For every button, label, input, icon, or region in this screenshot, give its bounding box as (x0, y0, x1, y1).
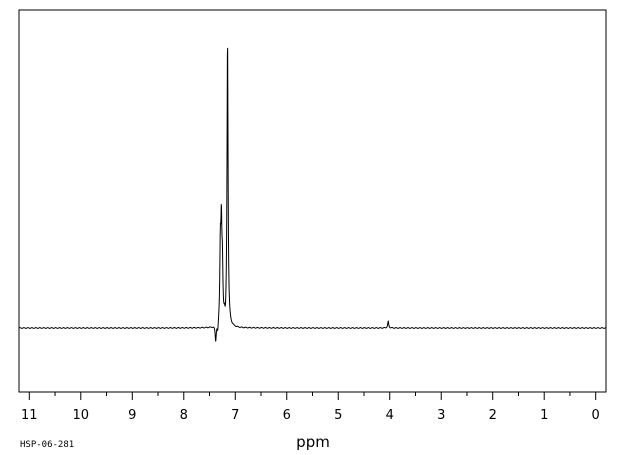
x-tick-label: 0 (592, 408, 600, 423)
x-axis-label: ppm (296, 433, 330, 451)
x-tick-label: 8 (180, 408, 188, 423)
x-tick-label: 6 (283, 408, 291, 423)
x-tick-label: 3 (437, 408, 445, 423)
spectrum-line (18, 47, 607, 342)
x-tick-label: 11 (21, 408, 38, 423)
sample-code-label: HSP-06-281 (20, 440, 74, 450)
x-axis-tick-labels: 11 10 9 8 7 6 5 4 3 2 1 0 (21, 408, 600, 423)
x-tick-label: 2 (489, 408, 497, 423)
x-tick-label: 9 (128, 408, 136, 423)
x-tick-label: 4 (386, 408, 394, 423)
plot-frame (18, 9, 607, 393)
x-tick-label: 1 (540, 408, 548, 423)
x-tick-label: 7 (231, 408, 239, 423)
x-tick-label: 5 (334, 408, 342, 423)
x-tick-label: 10 (73, 408, 90, 423)
x-axis-ticks (28, 392, 597, 400)
